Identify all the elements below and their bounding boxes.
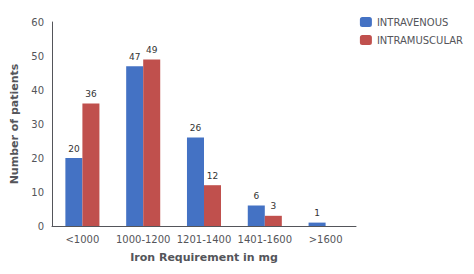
- svg-text:<1000: <1000: [65, 234, 99, 245]
- svg-text:40: 40: [31, 85, 44, 96]
- svg-text:1: 1: [314, 208, 320, 218]
- svg-text:36: 36: [85, 89, 97, 99]
- svg-text:20: 20: [31, 153, 44, 164]
- svg-text:30: 30: [31, 119, 44, 130]
- svg-text:Iron Requirement in mg: Iron Requirement in mg: [130, 251, 278, 264]
- svg-text:3: 3: [270, 201, 276, 211]
- svg-text:20: 20: [68, 144, 80, 154]
- svg-text:10: 10: [31, 187, 44, 198]
- svg-text:50: 50: [31, 51, 44, 62]
- svg-text:>1600: >1600: [309, 234, 343, 245]
- svg-text:1000-1200: 1000-1200: [116, 234, 171, 245]
- svg-text:26: 26: [190, 123, 202, 133]
- svg-text:47: 47: [129, 52, 140, 62]
- svg-text:0: 0: [38, 221, 44, 232]
- svg-text:INTRAVENOUS: INTRAVENOUS: [377, 17, 448, 28]
- svg-text:1201-1400: 1201-1400: [177, 234, 232, 245]
- svg-text:60: 60: [31, 17, 44, 28]
- svg-text:INTRAMUSCULAR: INTRAMUSCULAR: [377, 35, 463, 46]
- svg-text:1401-1600: 1401-1600: [238, 234, 293, 245]
- svg-text:12: 12: [207, 171, 218, 181]
- svg-text:49: 49: [146, 45, 158, 55]
- svg-text:6: 6: [253, 191, 259, 201]
- svg-text:Number of patients: Number of patients: [8, 63, 21, 184]
